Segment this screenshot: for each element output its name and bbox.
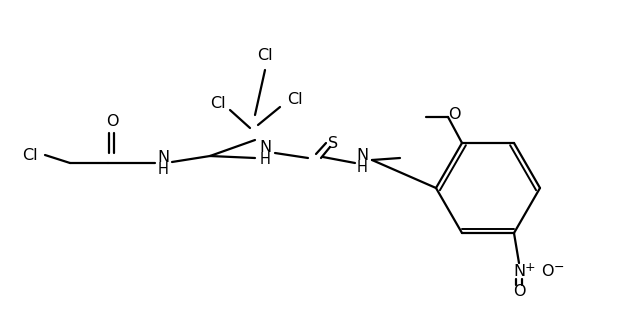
- Text: +: +: [525, 260, 535, 274]
- Text: −: −: [554, 260, 564, 274]
- Text: Cl: Cl: [287, 93, 303, 107]
- Text: N: N: [513, 264, 525, 279]
- Text: Cl: Cl: [210, 95, 226, 110]
- Text: N: N: [259, 141, 271, 156]
- Text: O: O: [106, 115, 118, 130]
- Text: O: O: [541, 264, 553, 279]
- Text: H: H: [260, 152, 271, 167]
- Text: N: N: [356, 148, 368, 163]
- Text: N: N: [157, 151, 169, 166]
- Text: H: H: [356, 160, 367, 175]
- Text: O: O: [513, 284, 525, 299]
- Text: Cl: Cl: [22, 147, 38, 162]
- Text: Cl: Cl: [257, 48, 273, 63]
- Text: H: H: [157, 162, 168, 177]
- Text: S: S: [328, 136, 338, 151]
- Text: O: O: [448, 107, 460, 122]
